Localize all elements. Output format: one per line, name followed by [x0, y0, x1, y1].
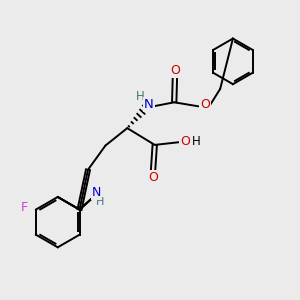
Text: O: O [200, 98, 210, 112]
Text: O: O [180, 135, 190, 148]
Text: N: N [92, 186, 101, 199]
Text: H: H [136, 90, 145, 104]
Text: H: H [192, 135, 201, 148]
Text: O: O [171, 64, 181, 77]
Text: F: F [21, 201, 28, 214]
Text: H: H [96, 197, 104, 207]
Text: O: O [148, 171, 158, 184]
Text: N: N [144, 98, 154, 111]
